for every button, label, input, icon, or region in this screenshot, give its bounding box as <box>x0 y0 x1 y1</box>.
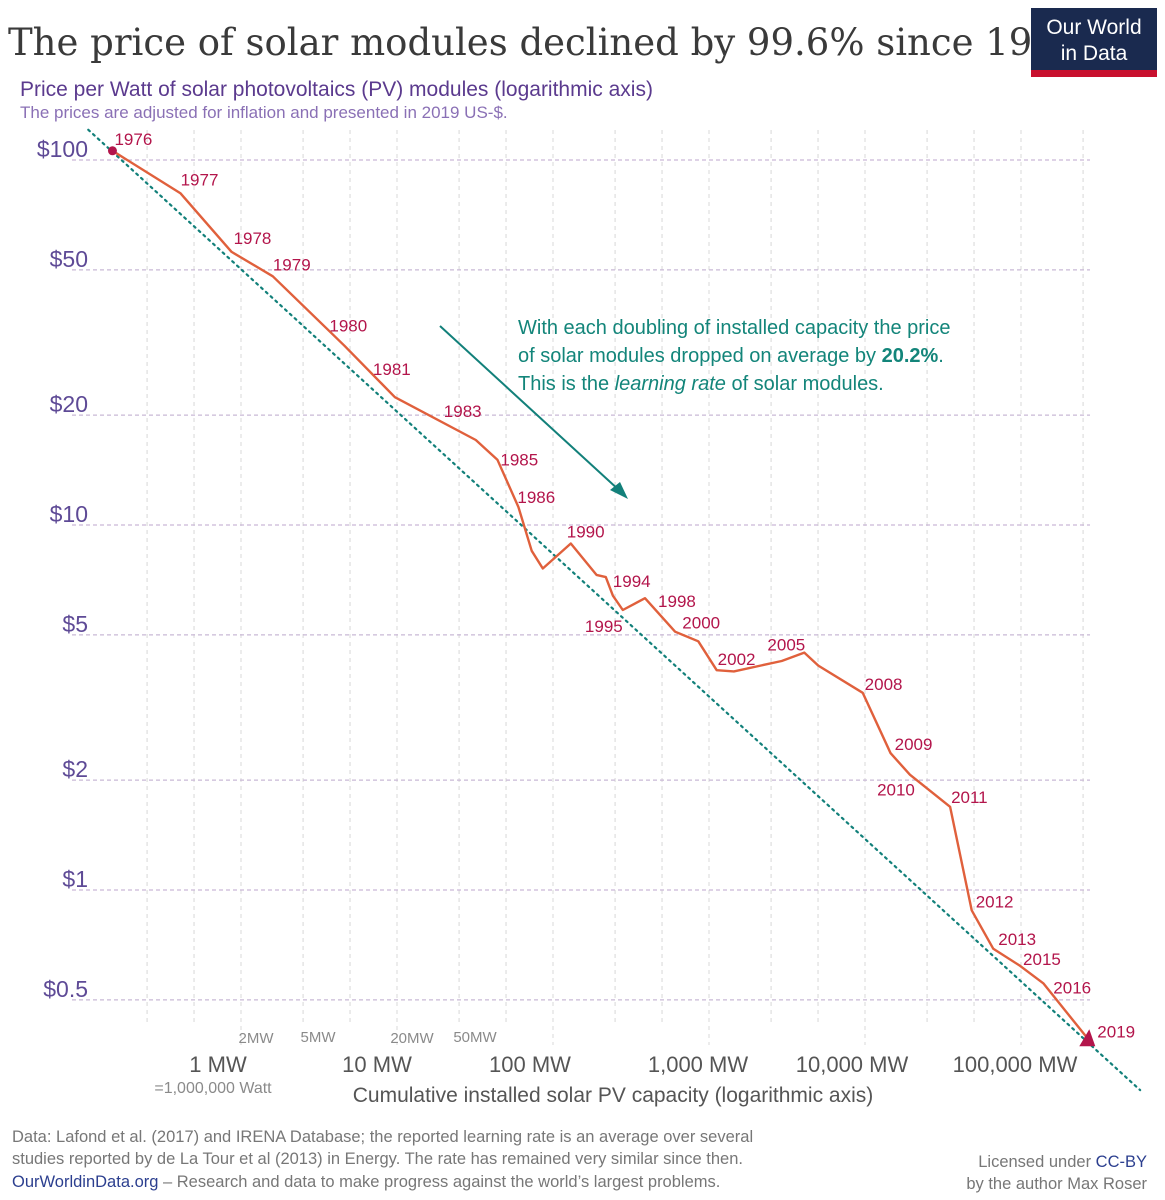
annotation-line3: This is the learning rate of solar modul… <box>518 373 884 395</box>
x-tick-label: 10,000 MW <box>796 1052 909 1077</box>
x-tick-label: 100 MW <box>489 1052 571 1077</box>
horizontal-gridlines <box>72 159 1090 1001</box>
logo-red-bar <box>1031 70 1157 77</box>
x-tick-label: 1 MW <box>189 1052 247 1077</box>
year-label-2010: 2010 <box>877 781 915 800</box>
year-label-2016: 2016 <box>1053 978 1091 997</box>
year-label-1986: 1986 <box>517 488 555 507</box>
year-label-1995: 1995 <box>585 617 623 636</box>
footer-site-line: OurWorldinData.org – Research and data t… <box>12 1173 720 1191</box>
logo-text-line2: in Data <box>1061 42 1128 65</box>
arrow-head-icon <box>610 482 628 499</box>
y-tick-label: $100 <box>37 136 88 162</box>
year-label-1976: 1976 <box>114 130 152 149</box>
annotation-line2-end: . <box>938 345 944 367</box>
start-point-1976 <box>107 146 117 156</box>
owid-logo[interactable]: Our World in Data <box>1031 8 1157 77</box>
y-tick-label: $5 <box>62 611 88 637</box>
author-line: by the author Max Roser <box>966 1175 1147 1193</box>
learning-rate-annotation: With each doubling of installed capacity… <box>518 317 950 395</box>
annotation-arrow <box>439 325 628 499</box>
y-tick-label: $0.5 <box>43 976 88 1002</box>
year-label-1980: 1980 <box>329 317 367 336</box>
x-tick-label: 1,000 MW <box>648 1052 748 1077</box>
year-label-2000: 2000 <box>682 613 720 632</box>
year-label-2002: 2002 <box>718 650 756 669</box>
x-tick-label: 10 MW <box>342 1052 412 1077</box>
x-axis-ticks: 1 MW 10 MW 100 MW 1,000 MW 10,000 MW 100,000 … <box>189 1052 1077 1077</box>
annotation-line1: With each doubling of installed capacity… <box>518 317 950 339</box>
chart-title: The price of solar modules declined by 9… <box>8 21 1079 64</box>
source-line1: Data: Lafond et al. (2017) and IRENA Dat… <box>12 1128 753 1146</box>
x-tick-label: 100,000 MW <box>953 1052 1078 1077</box>
x-minor-label-5mw: 5MW <box>301 1029 337 1046</box>
x-note-watt: =1,000,000 Watt <box>154 1080 272 1097</box>
y-tick-label: $2 <box>62 756 88 782</box>
vertical-gridlines <box>146 130 1084 1045</box>
license-line: Licensed under CC-BY <box>978 1153 1147 1171</box>
year-label-2013: 2013 <box>998 930 1036 949</box>
price-series-line <box>111 149 1090 1041</box>
source-line2: studies reported by de La Tour et al (20… <box>12 1150 743 1168</box>
year-label-2005: 2005 <box>767 636 805 655</box>
y-tick-label: $50 <box>50 246 88 272</box>
y-tick-label: $20 <box>50 391 88 417</box>
year-label-1978: 1978 <box>234 229 272 248</box>
year-label-2011: 2011 <box>951 788 988 807</box>
x-minor-label-50mw: 50MW <box>453 1029 497 1046</box>
year-label-1985: 1985 <box>500 451 538 470</box>
y-tick-label: $10 <box>50 501 88 527</box>
annotation-line3-end: of solar modules. <box>726 373 884 395</box>
site-link[interactable]: OurWorldinData.org <box>12 1173 158 1191</box>
annotation-line2-text: of solar modules dropped on average by <box>518 345 882 367</box>
year-label-2015: 2015 <box>1023 950 1061 969</box>
year-label-1990: 1990 <box>567 522 605 541</box>
license-link[interactable]: CC-BY <box>1096 1153 1147 1171</box>
tagline: – Research and data to make progress aga… <box>158 1173 720 1191</box>
learning-rate-value: 20.2% <box>882 345 939 367</box>
x-minor-label-2mw: 2MW <box>239 1030 275 1047</box>
year-label-1977: 1977 <box>181 170 219 189</box>
year-label-2008: 2008 <box>865 675 903 694</box>
y-tick-label: $1 <box>62 866 88 892</box>
logo-background <box>1031 8 1157 76</box>
x-axis-label: Cumulative installed solar PV capacity (… <box>353 1084 874 1107</box>
chart-subtitle: Price per Watt of solar photovoltaics (P… <box>20 78 653 101</box>
year-label-2012: 2012 <box>976 892 1014 911</box>
chart-note: The prices are adjusted for inflation an… <box>20 103 508 122</box>
annotation-line3-text: This is the <box>518 373 615 395</box>
series-points <box>107 146 1096 1047</box>
trend-line <box>87 128 1142 1092</box>
annotation-line2: of solar modules dropped on average by 2… <box>518 345 944 367</box>
year-label-1998: 1998 <box>658 592 696 611</box>
year-label-1981: 1981 <box>373 360 411 379</box>
x-minor-label-20mw: 20MW <box>390 1030 434 1047</box>
annotation-line3-italic: learning rate <box>615 373 726 395</box>
license-text: Licensed under <box>978 1153 1095 1171</box>
year-label-1979: 1979 <box>273 255 311 274</box>
footer: Data: Lafond et al. (2017) and IRENA Dat… <box>12 1128 1148 1193</box>
year-label-2009: 2009 <box>895 735 933 754</box>
year-label-1994: 1994 <box>613 572 651 591</box>
year-label-2019: 2019 <box>1097 1022 1135 1041</box>
year-label-1983: 1983 <box>444 402 482 421</box>
arrow-shaft <box>439 325 621 492</box>
logo-text-line1: Our World <box>1046 16 1141 39</box>
end-point-2019-triangle <box>1079 1029 1096 1047</box>
y-axis-ticks: $100 $50 $20 $10 $5 $2 $1 $0.5 <box>37 136 88 1002</box>
